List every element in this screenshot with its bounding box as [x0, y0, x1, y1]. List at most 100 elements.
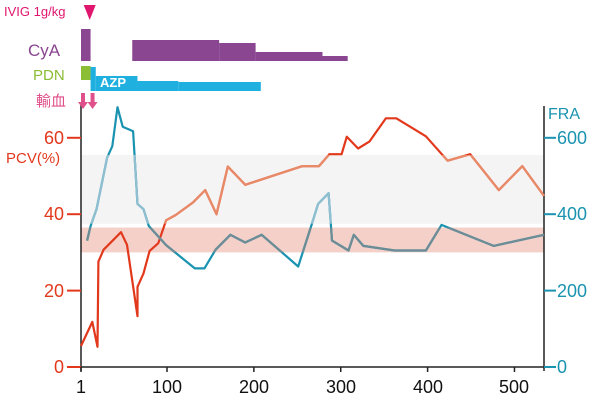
pcv-point [136, 286, 138, 288]
pdn-bar [81, 66, 91, 80]
pcv-point [498, 189, 500, 191]
fra-point [331, 240, 333, 242]
fra-point [493, 245, 495, 247]
pcv-point [368, 141, 370, 143]
fra-point [543, 234, 545, 236]
y-left-label: PCV(%) [6, 150, 60, 167]
pcv-point [136, 315, 138, 317]
y-left-tick-label: 40 [44, 204, 64, 224]
pcv-point [97, 261, 99, 263]
fra-point [90, 225, 92, 227]
y-right-tick-label: 200 [557, 281, 587, 301]
fra-point [310, 225, 312, 227]
fra-point [96, 208, 98, 210]
fra-point [132, 130, 134, 132]
cya-bar [132, 40, 220, 61]
pcv-point [447, 160, 449, 162]
ivig-label: IVIG 1g/kg [4, 4, 65, 19]
fra-point [203, 267, 205, 269]
pcv-point [469, 153, 471, 155]
pcv-point [91, 321, 93, 323]
azp-bar [90, 67, 96, 91]
pcv-point [97, 346, 99, 348]
cya-bar [322, 56, 348, 61]
x-tick-label: 400 [413, 377, 443, 397]
fra-point [122, 126, 124, 128]
x-tick-label: 200 [239, 377, 269, 397]
pcv-point [175, 214, 177, 216]
x-tick-label: 300 [326, 377, 356, 397]
pcv-point [244, 184, 246, 186]
transfusion-label: 輸血 [36, 93, 66, 110]
fra-point [353, 234, 355, 236]
fra-point [136, 203, 138, 205]
x-tick-label: 500 [499, 377, 529, 397]
fra-line-in-pink-band [86, 227, 545, 253]
pcv-point [302, 165, 304, 167]
fra-point [194, 267, 196, 269]
y-left-tick-label: 60 [44, 128, 64, 148]
pcv-point [80, 345, 82, 347]
pcv-point [103, 249, 105, 251]
pcv-point [157, 242, 159, 244]
pcv-point [165, 219, 167, 221]
cya-bar [81, 29, 91, 61]
ivig-marker-icon [83, 5, 96, 20]
fra-point [362, 245, 364, 247]
pcv-point [192, 201, 194, 203]
fra-point [348, 249, 350, 251]
pcv-point [216, 213, 218, 215]
y-right-tick-label: 400 [557, 204, 587, 224]
pcv-point [357, 147, 359, 149]
fra-point [244, 241, 246, 243]
pcv-point [227, 165, 229, 167]
pcv-reference-band [81, 227, 544, 253]
fra-point [328, 192, 330, 194]
fra-point [116, 106, 118, 108]
transfusion-arrow-icon [87, 93, 98, 109]
pcv-point [346, 136, 348, 138]
cya-bar [255, 52, 323, 61]
cya-label: CyA [28, 41, 61, 60]
fra-point [106, 157, 108, 159]
pcv-point [385, 117, 387, 119]
pcv-point [120, 231, 122, 233]
pcv-point [328, 153, 330, 155]
y-right-tick-label: 0 [557, 357, 567, 377]
pcv-line-in-band [163, 154, 545, 224]
azp-bar [137, 81, 179, 91]
pdn-label: PDN [33, 67, 65, 84]
azp-bar [95, 76, 138, 91]
fra-point [165, 244, 167, 246]
x-tick-label: 100 [152, 377, 182, 397]
fra-point [440, 224, 442, 226]
fra-point [425, 249, 427, 251]
azp-label: AZP [100, 75, 126, 90]
pcv-point [318, 165, 320, 167]
y-right-label: FRA [548, 106, 580, 123]
transfusion-arrow-icon [78, 93, 88, 109]
pcv-point [521, 165, 523, 167]
pcv-point [204, 189, 206, 191]
cya-bar [219, 43, 256, 61]
y-right-tick-label: 600 [557, 128, 587, 148]
pcv-point [395, 117, 397, 119]
pcv-point [149, 250, 151, 252]
x-tick-label: 1 [76, 377, 86, 397]
pcv-point [543, 195, 545, 197]
fra-point [229, 234, 231, 236]
fra-point [148, 225, 150, 227]
pcv-point [126, 244, 128, 246]
pcv-point [341, 153, 343, 155]
pcv-point [143, 272, 145, 274]
fra-point [215, 249, 217, 251]
fra-point [261, 234, 263, 236]
pcv-point [425, 135, 427, 137]
y-left-tick-label: 20 [44, 281, 64, 301]
azp-bar [178, 82, 261, 91]
fra-point [317, 203, 319, 205]
fra-point [297, 266, 299, 268]
fra-point [394, 249, 396, 251]
fra-point [143, 208, 145, 210]
